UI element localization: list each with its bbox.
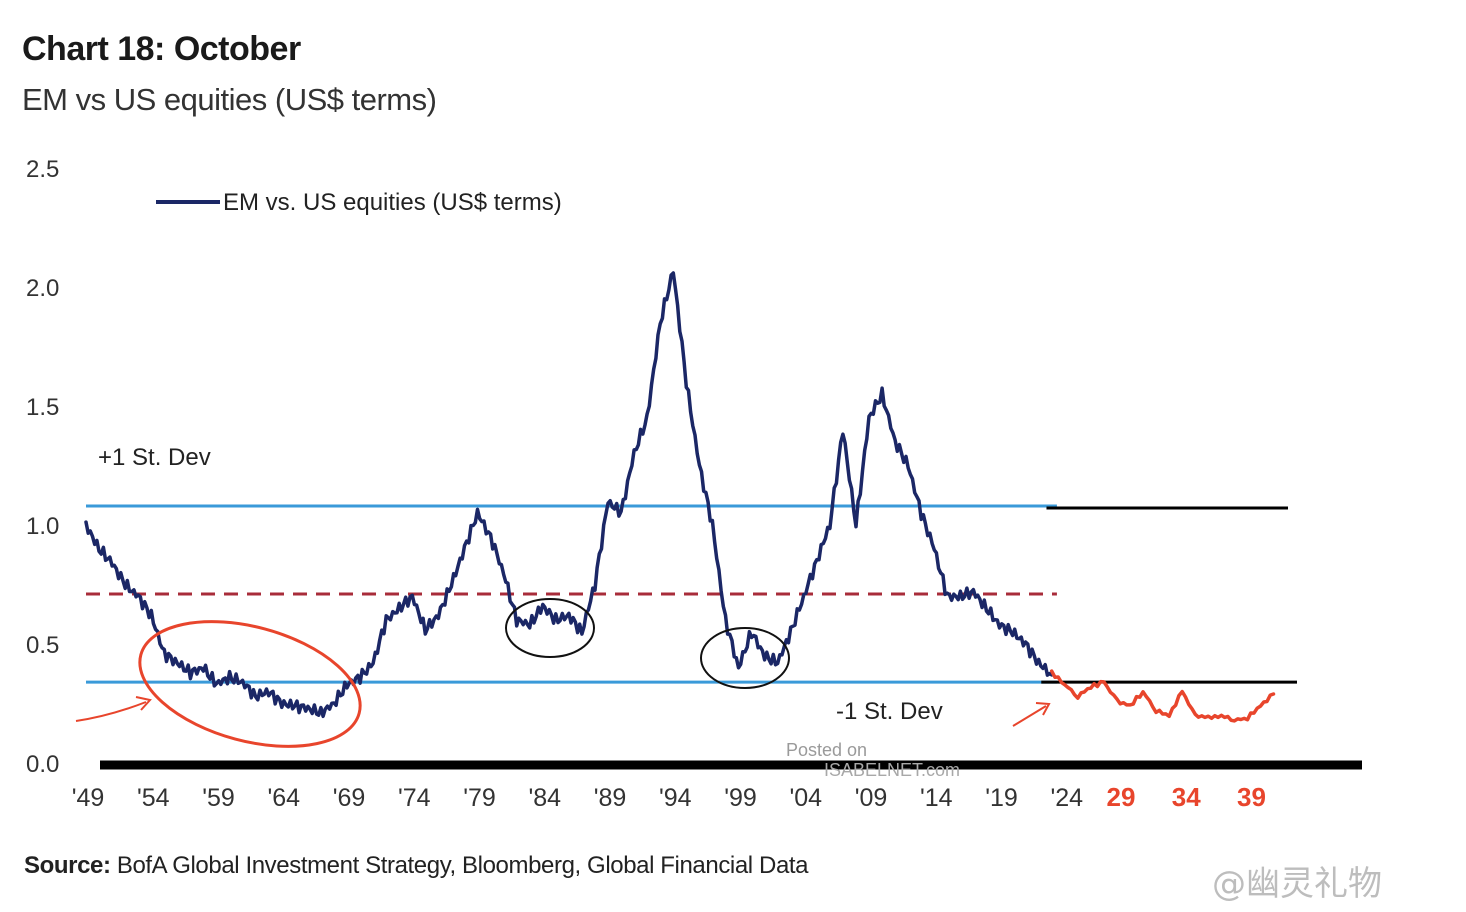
source-label: Source: bbox=[24, 852, 111, 879]
black-highlight-circle bbox=[505, 598, 595, 658]
y-tick-label: 2.5 bbox=[26, 156, 59, 183]
extension-lines bbox=[1041, 506, 1297, 684]
x-tick-label: '69 bbox=[333, 784, 366, 812]
highlight-circles bbox=[138, 598, 790, 748]
chart-title: Chart 18: October bbox=[22, 30, 301, 68]
right-arrow-head bbox=[1035, 702, 1051, 716]
y-tick-label: 0.0 bbox=[26, 751, 59, 778]
x-tick-label: '09 bbox=[855, 784, 888, 812]
y-tick-label: 2.0 bbox=[26, 275, 59, 302]
posted-site-text: ISABELNET.com bbox=[824, 760, 961, 780]
x-tick-label: '04 bbox=[789, 784, 822, 812]
x-tick-label: '59 bbox=[202, 784, 235, 812]
legend: EM vs. US equities (US$ terms) bbox=[156, 189, 562, 216]
projection-tick-label: 39 bbox=[1237, 782, 1266, 812]
x-tick-label: '84 bbox=[528, 784, 561, 812]
projection-line bbox=[1049, 669, 1276, 723]
source-text: BofA Global Investment Strategy, Bloombe… bbox=[116, 852, 809, 879]
left-arrow-shaft bbox=[75, 701, 147, 722]
annotation-arrows bbox=[75, 696, 1051, 727]
x-tick-label: '24 bbox=[1050, 784, 1083, 812]
x-tick-label: '54 bbox=[137, 784, 170, 812]
posted-on-text: Posted on bbox=[786, 740, 868, 760]
x-tick-label: '19 bbox=[985, 784, 1018, 812]
plus-one-stdev-label: +1 St. Dev bbox=[98, 444, 211, 471]
series-line bbox=[84, 271, 1054, 719]
y-tick-label: 0.5 bbox=[26, 632, 59, 659]
weibo-watermark: @幽灵礼物 bbox=[1212, 864, 1382, 904]
y-tick-label: 1.5 bbox=[26, 394, 59, 421]
projection-tick-label: 29 bbox=[1107, 782, 1136, 812]
source-note: Source: BofA Global Investment Strategy,… bbox=[24, 852, 809, 880]
red-highlight-circle bbox=[138, 620, 362, 748]
annotations: +1 St. Dev -1 St. Dev bbox=[98, 444, 943, 725]
x-tick-label: '64 bbox=[267, 784, 300, 812]
x-tick-label: '74 bbox=[398, 784, 431, 812]
left-arrow-head bbox=[135, 696, 152, 711]
x-tick-label: '49 bbox=[72, 784, 105, 812]
x-tick-label: '14 bbox=[920, 784, 953, 812]
right-arrow-shaft bbox=[1012, 705, 1047, 727]
x-tick-label: '89 bbox=[594, 784, 627, 812]
minus-one-stdev-label: -1 St. Dev bbox=[836, 698, 943, 725]
x-axis-ticks: '49 '54 '59 '64 '69 '74 '79 '84 '89 '94 '99 '04 '09 '… bbox=[72, 782, 1266, 812]
x-tick-label: '99 bbox=[724, 784, 757, 812]
legend-label: EM vs. US equities (US$ terms) bbox=[223, 189, 562, 216]
x-tick-label: '94 bbox=[659, 784, 692, 812]
black-highlight-circle bbox=[700, 627, 790, 689]
y-tick-label: 1.0 bbox=[26, 513, 59, 540]
reference-lines bbox=[86, 504, 1057, 684]
x-tick-label: '79 bbox=[463, 784, 496, 812]
series-layer bbox=[84, 271, 1276, 723]
projection-tick-label: 34 bbox=[1172, 782, 1201, 812]
chart-subtitle: EM vs US equities (US$ terms) bbox=[22, 82, 437, 117]
y-axis-ticks: 0.0 0.5 1.0 1.5 2.0 2.5 bbox=[26, 156, 59, 778]
posted-on-watermark: Posted on ISABELNET.com bbox=[786, 740, 960, 780]
